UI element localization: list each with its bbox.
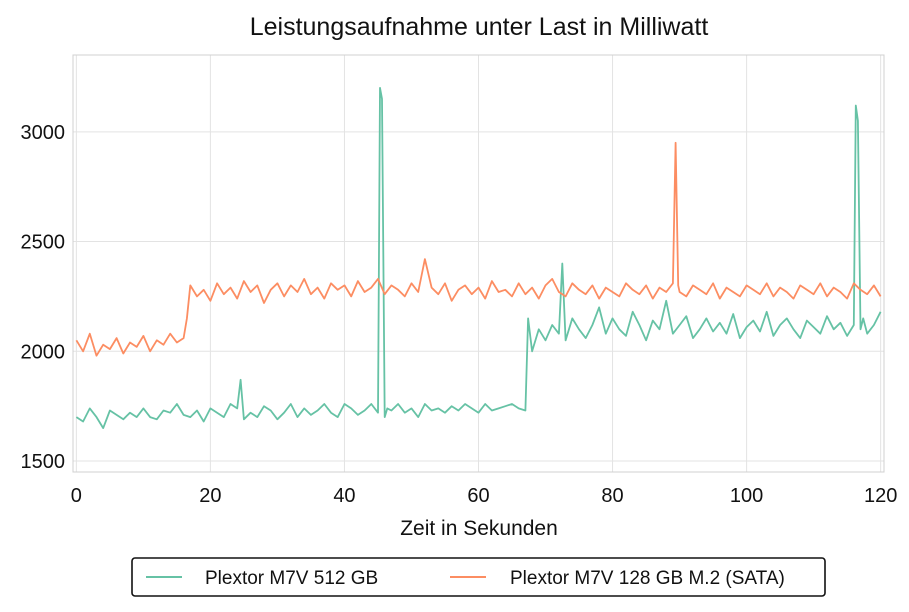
legend-label-series-1: Plextor M7V 512 GB xyxy=(205,568,378,589)
series-line-1 xyxy=(75,87,882,430)
x-tick-label: 80 xyxy=(601,485,623,507)
y-tick-label: 2500 xyxy=(21,232,66,254)
tick-labels: 0 20 40 60 80 100 120 1500 2000 2500 3000 xyxy=(21,122,898,507)
x-tick-label: 120 xyxy=(864,485,897,507)
x-tick-label: 20 xyxy=(199,485,221,507)
series-lines xyxy=(75,87,882,430)
y-tick-label: 3000 xyxy=(21,122,66,144)
chart-title: Leistungsaufnahme unter Last in Milliwat… xyxy=(250,13,709,41)
plot-area-frame xyxy=(72,54,885,473)
x-tick-label: 0 xyxy=(71,485,82,507)
y-tick-label: 1500 xyxy=(21,451,66,473)
x-tick-label: 60 xyxy=(467,485,489,507)
x-axis-label: Zeit in Sekunden xyxy=(400,517,558,540)
series-line-2 xyxy=(75,141,882,357)
legend-label-series-2: Plextor M7V 128 GB M.2 (SATA) xyxy=(510,568,785,589)
legend: Plextor M7V 512 GB Plextor M7V 128 GB M.… xyxy=(131,557,826,597)
x-tick-label: 100 xyxy=(730,485,763,507)
y-tick-label: 2000 xyxy=(21,341,66,363)
grid-lines xyxy=(73,55,884,472)
x-tick-label: 40 xyxy=(333,485,355,507)
